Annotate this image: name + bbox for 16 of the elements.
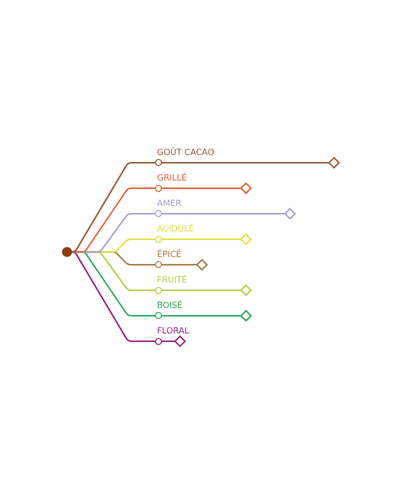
y-tick-label: FRUITÉ (157, 274, 188, 286)
y-tick-label: FLORAL (157, 326, 190, 336)
point (240, 182, 252, 194)
point (240, 310, 252, 322)
y-tick-label: BOISÉ (157, 300, 183, 311)
point (284, 208, 296, 220)
point (240, 234, 252, 245)
y-tick-label: GOÛT CACAO (157, 146, 215, 158)
y-tick-label: ÉPICÉ (157, 248, 182, 260)
y-tick-label: AMER (157, 198, 182, 209)
point (328, 157, 340, 168)
point (196, 259, 208, 270)
y-tick-label: GRILLÉ (157, 172, 187, 184)
y-tick-label: ACIDULÉ (157, 223, 194, 234)
point (174, 336, 186, 347)
point (240, 284, 252, 296)
